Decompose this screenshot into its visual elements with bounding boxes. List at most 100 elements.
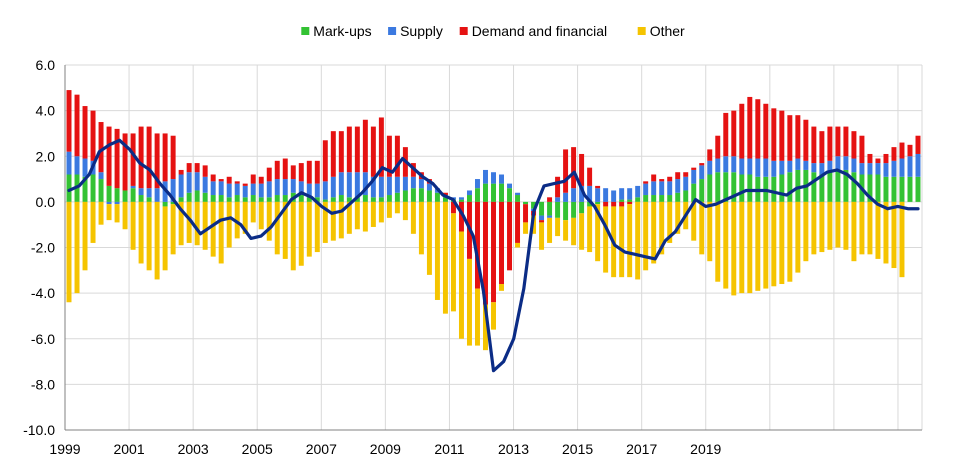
bar-supply [627, 188, 633, 200]
bar-other [442, 201, 448, 314]
bar-other [378, 201, 384, 223]
bar-supply [370, 176, 376, 198]
bar-demand-and-financial [603, 201, 609, 207]
bar-mark-ups [531, 201, 537, 209]
bar-mark-ups [835, 169, 841, 202]
bar-supply [170, 179, 176, 202]
bar-demand-and-financial [723, 112, 729, 157]
bar-demand-and-financial [114, 128, 120, 189]
bar-supply [354, 172, 360, 198]
bar-other [875, 201, 881, 259]
bar-supply [458, 197, 464, 200]
bar-supply [635, 185, 641, 198]
bar-mark-ups [458, 199, 464, 202]
bar-supply [555, 197, 561, 202]
bar-other [242, 201, 248, 234]
bar-mark-ups [659, 195, 665, 202]
bar-demand-and-financial [827, 126, 833, 161]
bar-supply [138, 188, 144, 196]
bar-mark-ups [507, 188, 513, 202]
bar-other [170, 204, 176, 255]
bar-other [154, 201, 160, 280]
bar-other [891, 201, 897, 269]
bar-demand-and-financial [154, 133, 160, 189]
bar-other [779, 201, 785, 285]
bar-other [731, 201, 737, 296]
bar-other [547, 217, 553, 243]
bar-demand-and-financial [210, 174, 216, 182]
bar-other [370, 201, 376, 227]
bar-demand-and-financial [555, 176, 561, 198]
legend: Mark-ups Supply Demand and financial Other [301, 23, 685, 39]
legend-item-supply: Supply [388, 23, 443, 39]
bar-mark-ups [643, 195, 649, 202]
bar-other [827, 201, 833, 250]
bar-other [571, 217, 577, 246]
bar-other [66, 201, 72, 303]
bar-demand-and-financial [859, 135, 865, 164]
bar-demand-and-financial [306, 160, 312, 184]
bar-mark-ups [595, 201, 601, 205]
bar-supply [659, 181, 665, 196]
bar-demand-and-financial [194, 163, 200, 173]
bar-other [483, 304, 488, 351]
bar-other [883, 201, 889, 264]
bar-supply [106, 201, 112, 205]
bar-supply [378, 176, 384, 198]
bar-mark-ups [707, 174, 713, 202]
bar-other [202, 201, 208, 250]
bar-supply [394, 176, 400, 193]
bar-other [675, 201, 681, 234]
bar-demand-and-financial [915, 135, 921, 154]
bar-other [162, 206, 168, 271]
bar-mark-ups [787, 172, 793, 202]
bar-demand-and-financial [234, 181, 240, 184]
bar-other [715, 201, 721, 282]
bar-mark-ups [515, 195, 521, 202]
bar-demand-and-financial [891, 147, 897, 161]
bar-other [579, 213, 585, 250]
bar-supply [210, 181, 216, 196]
bar-demand-and-financial [202, 165, 208, 177]
bar-mark-ups [386, 195, 392, 202]
bar-mark-ups [90, 174, 96, 202]
bar-other [747, 201, 753, 294]
bar-mark-ups [667, 195, 673, 202]
x-tick-label: 2019 [690, 441, 721, 457]
bar-demand-and-financial [675, 172, 681, 180]
bar-other [146, 201, 152, 271]
x-tick-label: 2001 [113, 441, 144, 457]
bar-mark-ups [523, 201, 529, 205]
bar-supply [563, 192, 569, 202]
bar-supply [595, 188, 601, 202]
bar-supply [731, 156, 737, 173]
bar-demand-and-financial [130, 133, 136, 186]
bar-supply [298, 181, 304, 196]
bar-demand-and-financial [691, 167, 697, 170]
bar-supply [154, 188, 160, 202]
bar-demand-and-financial [699, 163, 705, 166]
bar-demand-and-financial [322, 140, 328, 182]
bar-other [114, 204, 120, 223]
bar-mark-ups [571, 201, 577, 218]
bar-mark-ups [298, 195, 304, 202]
bar-demand-and-financial [226, 176, 232, 184]
x-tick-label: 2015 [562, 441, 593, 457]
bar-other [458, 231, 464, 339]
bar-mark-ups [635, 197, 641, 202]
bar-supply [699, 165, 705, 180]
bar-supply [426, 183, 432, 191]
bar-other [402, 201, 408, 221]
bar-mark-ups [274, 195, 280, 202]
bar-demand-and-financial [707, 149, 713, 161]
bar-mark-ups [442, 197, 448, 202]
bar-demand-and-financial [242, 183, 248, 186]
x-tick-label: 2009 [370, 441, 401, 457]
bar-other [354, 201, 360, 230]
bar-demand-and-financial [90, 110, 96, 161]
series-line [67, 138, 920, 373]
bar-mark-ups [675, 192, 681, 202]
bar-supply [787, 160, 793, 173]
bar-other [266, 201, 272, 241]
bar-other [250, 201, 256, 223]
